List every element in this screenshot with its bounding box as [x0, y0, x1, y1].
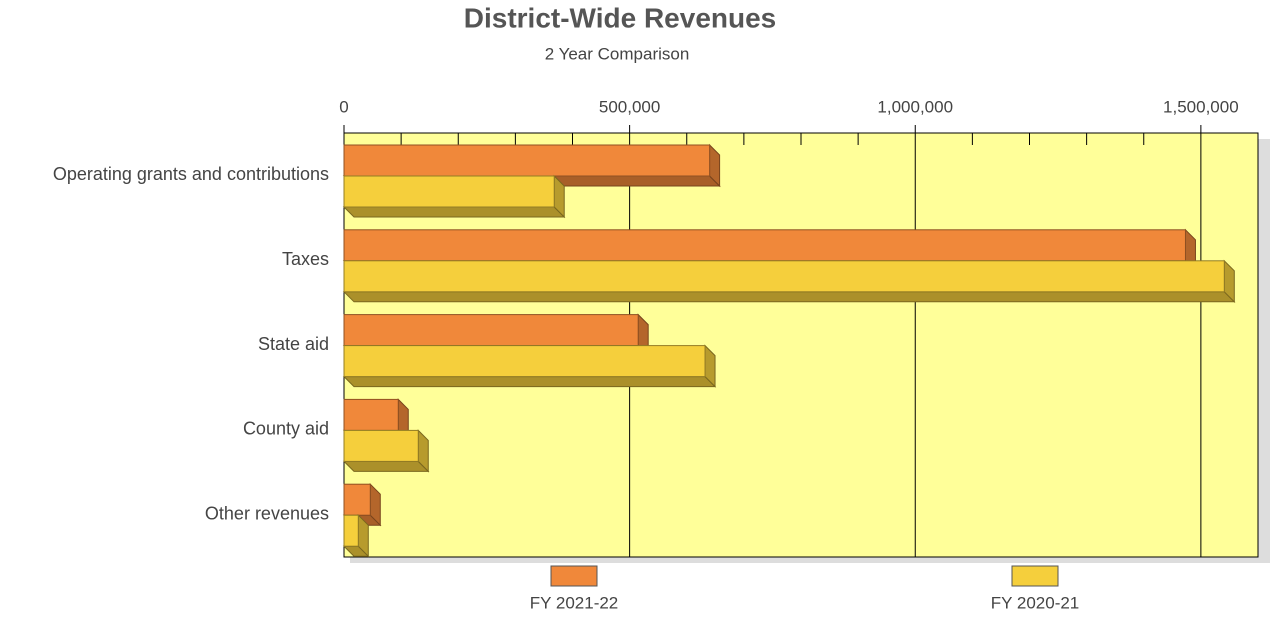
bar [342, 513, 370, 558]
y-tick-label: County aid [243, 419, 329, 439]
bar [342, 174, 566, 219]
y-tick-label: Operating grants and contributions [53, 164, 329, 184]
bar [342, 429, 430, 473]
legend-swatch [1011, 565, 1059, 587]
y-tick-label: Taxes [282, 249, 329, 269]
bar-face [343, 483, 371, 516]
bar-face [343, 398, 399, 431]
x-tick-label: 500,000 [599, 97, 660, 116]
bar-face [343, 175, 555, 208]
bar-face [343, 314, 639, 347]
bar-face [343, 345, 706, 378]
legend-label: FY 2021-22 [530, 593, 619, 612]
bar-face [343, 514, 359, 547]
bar [342, 259, 1236, 304]
legend-label: FY 2020-21 [991, 593, 1080, 612]
bar-face [343, 260, 1225, 293]
bar-face [342, 460, 430, 472]
chart-title: District-Wide Revenues [464, 2, 777, 33]
y-tick-label: State aid [258, 334, 329, 354]
x-tick-label: 1,000,000 [877, 97, 953, 116]
y-tick-label: Other revenues [205, 503, 329, 523]
bar-face [343, 429, 419, 462]
bar-face [343, 229, 1186, 262]
x-tick-label: 0 [339, 97, 348, 116]
bar-face [343, 144, 711, 177]
legend-swatch [550, 565, 598, 587]
bar-face [342, 206, 566, 218]
x-tick-label: 1,500,000 [1163, 97, 1239, 116]
bar-face [342, 376, 717, 388]
bar [342, 344, 717, 388]
chart-subtitle: 2 Year Comparison [545, 44, 690, 63]
bar-face [342, 291, 1236, 303]
